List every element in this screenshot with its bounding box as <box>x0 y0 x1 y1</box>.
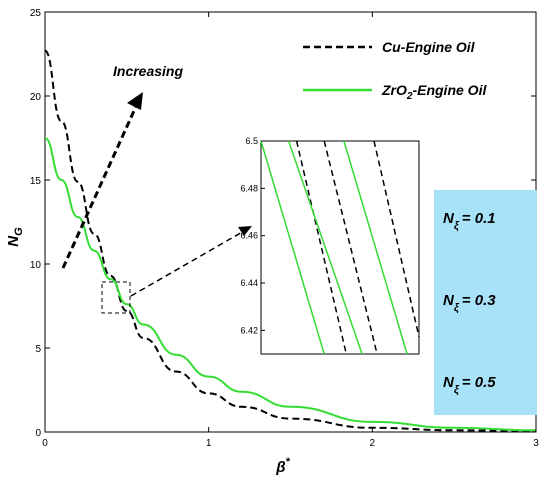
inset-y-ticks: 6.5 6.48 6.46 6.44 6.42 <box>240 136 265 335</box>
inset-y-tick-label: 6.44 <box>240 278 258 288</box>
y-axis-ticks: 0 5 10 15 20 25 <box>30 8 536 439</box>
x-tick-label: 0 <box>42 438 48 449</box>
inset-curves <box>260 140 420 355</box>
y-tick-label: 10 <box>30 260 42 271</box>
inset-y-tick-label: 6.42 <box>240 325 258 335</box>
zoom-region-box <box>101 281 131 314</box>
inset-y-tick-label: 6.46 <box>240 231 258 241</box>
y-tick-label: 20 <box>30 92 42 103</box>
x-tick-label: 2 <box>370 438 376 449</box>
x-tick-label: 3 <box>533 438 539 449</box>
param-box: Nξ = 0.1 Nξ = 0.3 Nξ = 0.5 <box>434 190 537 415</box>
series-line-2 <box>44 137 537 432</box>
y-tick-label: 25 <box>30 8 42 19</box>
y-tick-label: 0 <box>35 428 41 439</box>
param-box-background <box>434 190 537 415</box>
y-tick-label: 15 <box>30 176 42 187</box>
inset-line-2 <box>295 140 348 355</box>
x-axis-ticks: 0 1 2 3 <box>42 12 539 449</box>
param-label-2: Nξ = 0.3 <box>443 292 496 314</box>
inset-y-tick-label: 6.5 <box>245 136 258 146</box>
inset-line-3 <box>287 140 363 355</box>
param-label-1: Nξ = 0.1 <box>443 210 496 232</box>
zoom-arrowhead <box>238 226 252 236</box>
inset-line-4 <box>323 140 378 355</box>
inset-chart: 6.5 6.48 6.46 6.44 6.42 <box>240 136 420 355</box>
y-tick-label: 5 <box>35 344 41 355</box>
increasing-arrowhead <box>127 92 143 110</box>
legend: Cu-Engine Oil ZrO2-Engine Oil <box>303 39 487 102</box>
inset-line-6 <box>373 140 420 337</box>
param-label-3: Nξ = 0.5 <box>443 374 496 396</box>
x-axis-label: β* <box>275 456 290 476</box>
legend-label-cu: Cu-Engine Oil <box>382 39 476 55</box>
inset-y-tick-label: 6.48 <box>240 183 258 193</box>
inset-line-5 <box>343 140 408 355</box>
increasing-annotation: Increasing <box>61 63 183 269</box>
zoom-arrow <box>130 230 245 297</box>
inset-line-1 <box>260 140 325 355</box>
increasing-label: Increasing <box>113 63 183 79</box>
y-axis-label: NG <box>5 227 25 247</box>
increasing-arrow <box>61 101 140 269</box>
inset-frame <box>260 140 420 355</box>
x-tick-label: 1 <box>206 438 212 449</box>
